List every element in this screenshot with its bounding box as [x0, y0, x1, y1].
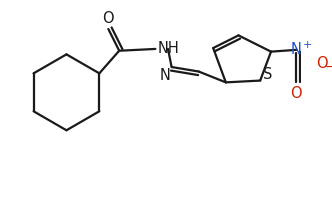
Text: N: N: [160, 68, 171, 83]
Text: O: O: [316, 56, 328, 71]
Text: +: +: [303, 40, 312, 50]
Text: O: O: [103, 11, 114, 26]
Text: O: O: [290, 86, 302, 101]
Text: NH: NH: [158, 41, 180, 56]
Text: N: N: [291, 42, 302, 57]
Text: S: S: [263, 67, 272, 82]
Text: −: −: [324, 60, 332, 74]
